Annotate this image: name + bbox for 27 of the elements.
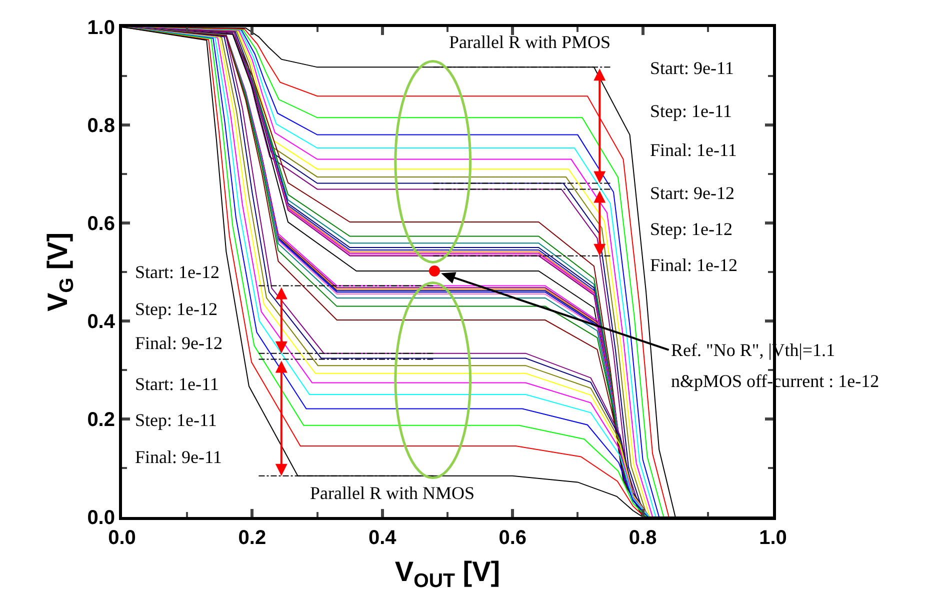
annotation: Start: 9e-11 <box>650 58 734 78</box>
annotation: Final: 9e-11 <box>135 447 222 467</box>
annotation: Final: 9e-12 <box>135 333 222 353</box>
y-tick-label: 0.6 <box>87 213 115 235</box>
annotation: Parallel R with PMOS <box>449 32 611 52</box>
x-tick-label: 0.2 <box>238 527 266 549</box>
x-tick-label: 0.0 <box>108 527 136 549</box>
x-tick-label: 0.6 <box>498 527 527 549</box>
annotation: Step: 1e-12 <box>135 299 218 319</box>
y-tick-label: 0.4 <box>87 311 116 333</box>
annotation: Start: 1e-12 <box>135 262 220 282</box>
y-tick-label: 0.0 <box>87 507 115 529</box>
annotation: Final: 1e-12 <box>650 255 738 275</box>
annotation: Parallel R with NMOS <box>310 483 474 503</box>
y-tick-label: 0.8 <box>87 115 115 137</box>
x-axis-title: V$_{OUT}$ [V] <box>394 556 500 592</box>
y-tick-label: 1.0 <box>87 17 115 39</box>
annotation: Step: 1e-11 <box>135 410 217 430</box>
annotation: Final: 1e-11 <box>650 140 737 160</box>
annotation: Start: 9e-12 <box>650 183 734 203</box>
annotation: Step: 1e-11 <box>650 101 732 121</box>
x-tick-label: 1.0 <box>759 527 787 549</box>
annotation: Start: 1e-11 <box>135 374 219 394</box>
x-tick-label: 0.8 <box>628 527 657 549</box>
annotation: Step: 1e-12 <box>650 219 732 239</box>
x-tick-label: 0.4 <box>368 527 398 549</box>
y-tick-label: 0.2 <box>87 409 115 431</box>
